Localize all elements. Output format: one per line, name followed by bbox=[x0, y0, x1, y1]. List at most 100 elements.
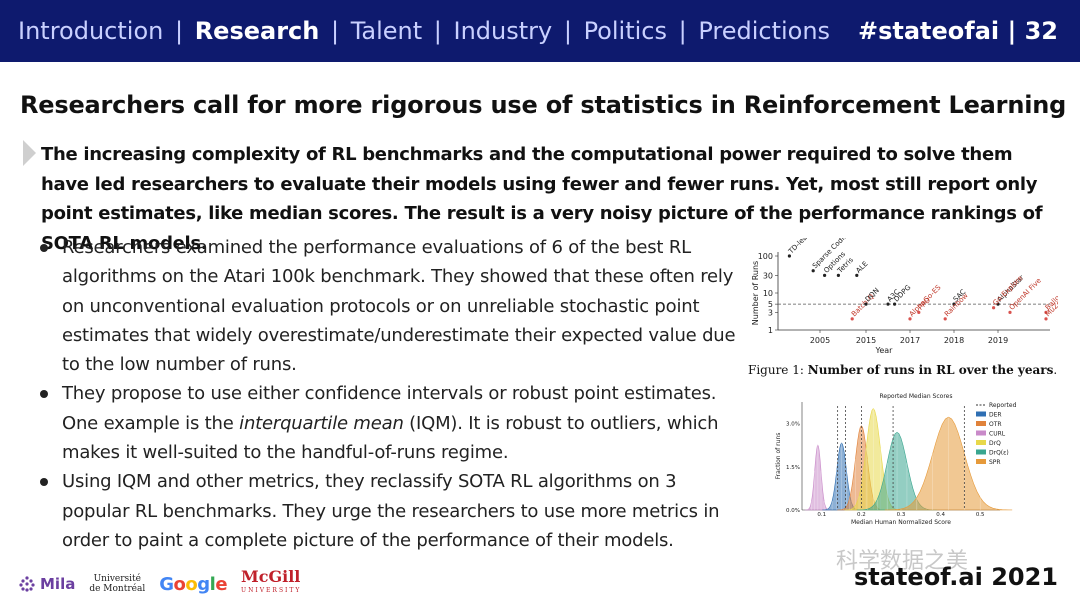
udem-line1: Université bbox=[93, 574, 141, 584]
x-tick-label: 0.3 bbox=[897, 512, 906, 518]
bullet-list: Researchers examined the performance eva… bbox=[38, 233, 748, 555]
google-letter: o bbox=[173, 573, 186, 595]
data-point bbox=[855, 273, 859, 277]
bullet-dot-icon bbox=[40, 390, 48, 399]
data-point bbox=[917, 310, 921, 314]
data-point bbox=[952, 302, 956, 306]
nav-item-talent[interactable]: Talent bbox=[350, 17, 423, 45]
google-logo: Google bbox=[159, 574, 227, 595]
legend-label: CURL bbox=[989, 431, 1006, 438]
bullet-text: Researchers examined the performance eva… bbox=[62, 237, 736, 376]
google-letter: G bbox=[159, 573, 174, 595]
legend-swatch bbox=[976, 459, 986, 464]
nav-item-introduction[interactable]: Introduction bbox=[18, 17, 164, 45]
legend-swatch bbox=[976, 440, 986, 445]
figure1-caption: Figure 1: Number of runs in RL over the … bbox=[748, 363, 1057, 377]
bullet-text: They propose to use either confidence in… bbox=[62, 383, 717, 434]
data-point bbox=[908, 317, 912, 321]
bullet-emphasis: interquartile mean bbox=[239, 412, 404, 434]
mcgill-wordmark: McGill bbox=[241, 567, 301, 586]
google-letter: l bbox=[209, 573, 216, 595]
nav-item-politics[interactable]: Politics bbox=[583, 17, 667, 45]
lead-arrow-icon bbox=[23, 140, 36, 166]
y-tick-label: 1 bbox=[768, 326, 773, 335]
mila-mark-icon bbox=[19, 576, 35, 592]
nav-item-research[interactable]: Research bbox=[194, 17, 320, 45]
legend-label: Reported bbox=[989, 402, 1017, 409]
data-point bbox=[864, 302, 868, 306]
legend-label: SPR bbox=[989, 459, 1001, 466]
hashtag-page-number: #stateofai | 32 bbox=[857, 17, 1058, 45]
mila-logo: Mila bbox=[18, 575, 75, 593]
figure1-caption-prefix: Figure 1: bbox=[748, 363, 808, 377]
data-point bbox=[1044, 317, 1048, 321]
nav-separator: | bbox=[556, 17, 580, 45]
mila-wordmark: Mila bbox=[40, 575, 76, 593]
data-point bbox=[1044, 310, 1048, 314]
data-point bbox=[893, 302, 897, 306]
legend-swatch bbox=[976, 430, 986, 436]
data-point bbox=[886, 302, 890, 306]
lead-paragraph: The increasing complexity of RL benchmar… bbox=[41, 144, 1043, 254]
chart-title: Reported Median Scores bbox=[880, 393, 953, 400]
bullet-item: They propose to use either confidence in… bbox=[38, 379, 748, 467]
nav-item-predictions[interactable]: Predictions bbox=[698, 17, 831, 45]
data-point bbox=[1008, 310, 1012, 314]
y-axis-label: Fraction of runs bbox=[775, 433, 782, 480]
bullet-text: (IQM). It is robust to outliers, which m… bbox=[62, 412, 719, 464]
nav-separator: | bbox=[426, 17, 450, 45]
data-point-label: DDPG bbox=[892, 283, 912, 303]
y-tick-label: 5 bbox=[768, 300, 773, 309]
udem-line2: de Montréal bbox=[89, 584, 146, 594]
x-tick-label: 0.4 bbox=[936, 512, 945, 518]
median-scores-chart: Reported Median Scores 3.0% 1.5% 0.0% 0.1 0.2… bbox=[775, 393, 1017, 526]
y-tick-label: 100 bbox=[758, 252, 773, 261]
partner-logos: Mila Université de Montréal Google McGil… bbox=[18, 567, 302, 598]
y-tick-label: 3.0% bbox=[786, 422, 800, 428]
mcgill-subtitle: UNIVERSITY bbox=[241, 587, 302, 594]
distribution-area bbox=[884, 416, 1013, 511]
google-letter: o bbox=[185, 573, 198, 595]
data-point-label: TD-learning bbox=[786, 238, 821, 256]
data-point bbox=[823, 273, 827, 277]
x-tick-label: 0.1 bbox=[817, 512, 826, 518]
nav-separator: | bbox=[323, 17, 347, 45]
bullet-item: Researchers examined the performance eva… bbox=[38, 233, 748, 379]
data-point bbox=[992, 306, 996, 310]
y-tick-label: 0.0% bbox=[786, 508, 800, 514]
legend-label: DrQ bbox=[989, 440, 1001, 447]
bullet-text: Using IQM and other metrics, they reclas… bbox=[62, 471, 720, 551]
x-tick-label: 0.5 bbox=[976, 512, 985, 518]
y-tick-label: 30 bbox=[763, 271, 773, 280]
y-axis-label: Number of Runs bbox=[751, 261, 760, 325]
brand-footer: stateof.ai 2021 bbox=[853, 563, 1058, 591]
udem-logo: Université de Montréal bbox=[89, 574, 145, 594]
legend-swatch bbox=[976, 449, 986, 455]
y-tick-label: 1.5% bbox=[786, 465, 800, 471]
y-tick-label: 3 bbox=[768, 308, 773, 317]
nav-item-industry[interactable]: Industry bbox=[453, 17, 553, 45]
data-point bbox=[836, 273, 840, 277]
legend-swatch bbox=[976, 421, 986, 426]
slide-title: Researchers call for more rigorous use o… bbox=[20, 91, 1067, 119]
legend-label: DrQ(ε) bbox=[989, 450, 1009, 457]
legend-label: DER bbox=[989, 412, 1002, 419]
nav-separator: | bbox=[670, 17, 695, 45]
x-tick-label: 2018 bbox=[944, 336, 964, 345]
mcgill-logo: McGill UNIVERSITY bbox=[241, 567, 302, 598]
y-tick-label: 10 bbox=[763, 289, 773, 298]
runs-per-year-chart: 100 30 10 53 1 2005 2015 2017 2018 2019 Year Number… bbox=[751, 238, 1058, 355]
bullet-dot-icon bbox=[40, 478, 48, 487]
x-tick-label: 0.2 bbox=[857, 512, 866, 518]
x-axis-label: Median Human Normalized Score bbox=[851, 519, 951, 526]
x-axis-label: Year bbox=[875, 346, 894, 355]
data-point bbox=[943, 317, 947, 321]
google-letter: e bbox=[215, 573, 228, 595]
data-point-label: ALE bbox=[855, 260, 870, 275]
x-tick-label: 2017 bbox=[900, 336, 920, 345]
figure1-caption-suffix: . bbox=[1053, 363, 1058, 377]
bullet-dot-icon bbox=[40, 244, 48, 252]
x-tick-label: 2019 bbox=[988, 336, 1008, 345]
google-letter: g bbox=[197, 573, 210, 595]
data-point bbox=[996, 302, 1000, 306]
